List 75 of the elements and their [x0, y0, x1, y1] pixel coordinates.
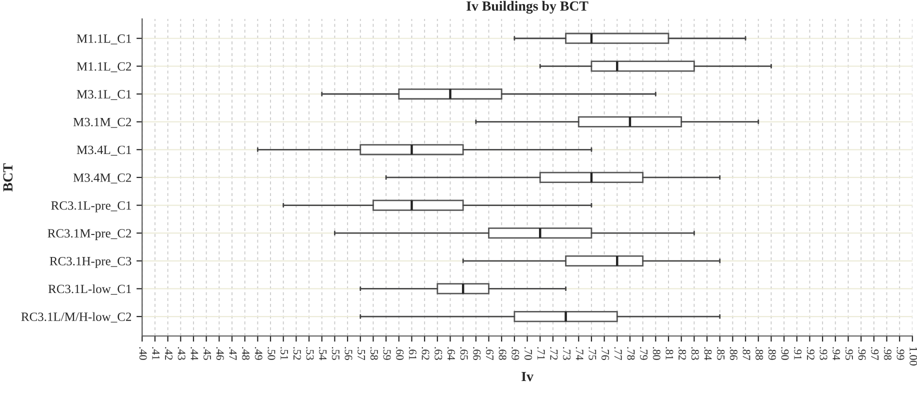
x-tick-label: .43 — [178, 347, 186, 360]
x-tick-label: .78 — [627, 347, 635, 360]
y-tick-label: RC3.1L/M/H-low_C2 — [21, 312, 132, 322]
x-tick-label: 1.00 — [910, 347, 917, 366]
x-tick-label: .62 — [422, 347, 430, 360]
x-tick-label: .89 — [768, 347, 776, 360]
x-tick-label: .74 — [576, 347, 584, 360]
x-tick-label: .42 — [164, 347, 172, 360]
x-tick-label: .47 — [229, 347, 237, 360]
x-axis-title: Iv — [522, 372, 534, 382]
x-tick-label: .98 — [884, 347, 892, 360]
x-tick-label: .44 — [190, 347, 198, 360]
x-tick-label: .92 — [806, 347, 814, 360]
x-tick-label: .84 — [704, 347, 712, 360]
x-tick-label: .73 — [562, 347, 570, 360]
x-tick-label: .59 — [383, 347, 391, 360]
x-tick-label: .61 — [408, 347, 416, 360]
x-tick-label: .87 — [742, 347, 750, 360]
x-tick-label: .96 — [858, 347, 866, 360]
x-tick-label: .51 — [280, 347, 288, 360]
x-tick-label: .95 — [845, 347, 853, 360]
y-axis-title: BCT — [3, 163, 13, 192]
x-tick-label: .65 — [460, 347, 468, 360]
x-tick-label: .70 — [524, 347, 532, 360]
y-tick-label: RC3.1L-low_C1 — [48, 284, 131, 295]
x-tick-label: .45 — [203, 347, 211, 360]
y-tick-label: M3.1L_C1 — [76, 90, 131, 100]
x-tick-label: .55 — [332, 347, 340, 360]
x-tick-label: .64 — [447, 347, 455, 360]
x-tick-label: .50 — [268, 347, 276, 360]
x-tick-label: .52 — [293, 347, 301, 360]
x-tick-label: .93 — [820, 347, 828, 360]
y-tick-label: M3.4M_C2 — [73, 174, 132, 184]
x-tick-label: .76 — [601, 347, 609, 360]
x-tick-label: .63 — [434, 347, 442, 360]
y-tick-label: M3.4L_C1 — [76, 146, 131, 156]
x-tick-label: .75 — [588, 347, 596, 360]
x-tick-label: .67 — [486, 347, 494, 360]
x-tick-label: .58 — [370, 347, 378, 360]
x-tick-label: .88 — [756, 347, 764, 360]
x-tick-label: .80 — [652, 347, 660, 360]
x-tick-label: .97 — [871, 347, 879, 360]
y-tick-label: M1.1L_C1 — [76, 34, 131, 44]
x-tick-label: .91 — [794, 347, 802, 360]
x-tick-label: .54 — [319, 347, 327, 360]
y-tick-label: M1.1L_C2 — [76, 62, 132, 72]
x-tick-label: .49 — [254, 347, 262, 360]
x-tick-label: .71 — [537, 347, 545, 360]
x-tick-label: .60 — [396, 347, 404, 360]
x-tick-label: .69 — [512, 347, 520, 360]
x-tick-label: .83 — [691, 347, 699, 360]
x-tick-label: .77 — [614, 347, 622, 360]
x-tick-label: .86 — [730, 347, 738, 360]
x-tick-label: .40 — [139, 347, 147, 360]
x-tick-label: .85 — [717, 347, 725, 360]
x-tick-label: .94 — [832, 347, 840, 360]
x-tick-label: .46 — [216, 347, 224, 360]
x-tick-label: .82 — [678, 347, 686, 360]
y-tick-label: RC3.1H-pre_C3 — [50, 256, 132, 268]
y-tick-label: M3.1M_C2 — [73, 118, 132, 128]
x-tick-label: .90 — [781, 347, 789, 360]
x-tick-label: .81 — [666, 347, 674, 360]
x-tick-label: .48 — [242, 347, 250, 360]
x-tick-label: .79 — [640, 347, 648, 360]
x-tick-label: .99 — [896, 347, 904, 360]
y-tick-label: RC3.1L-pre_C1 — [51, 201, 131, 212]
x-tick-label: .72 — [550, 347, 558, 360]
chart-title: Iv Buildings by BCT — [466, 0, 588, 14]
x-tick-label: .56 — [344, 347, 352, 360]
x-tick-label: .57 — [358, 347, 365, 360]
x-tick-label: .41 — [152, 347, 160, 360]
x-tick-label: .53 — [306, 347, 314, 360]
x-tick-label: .68 — [498, 347, 506, 360]
y-tick-label: RC3.1M-pre_C2 — [48, 229, 132, 240]
x-tick-label: .66 — [473, 347, 481, 360]
